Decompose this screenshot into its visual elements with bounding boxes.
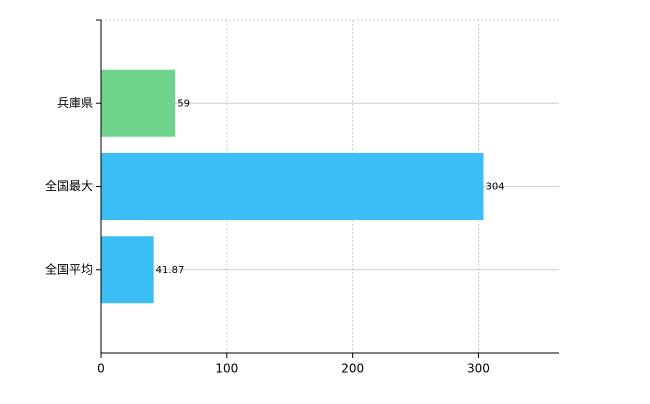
y-tick-label: 全国最大 — [45, 178, 93, 193]
x-tick-label: 200 — [341, 362, 364, 376]
x-tick-label: 100 — [215, 362, 238, 376]
bar — [101, 153, 484, 220]
y-tick-label: 全国平均 — [45, 261, 93, 276]
bar — [101, 236, 154, 304]
y-tick-label: 兵庫県 — [57, 96, 93, 110]
x-tick-label: 300 — [467, 362, 490, 376]
value-label: 304 — [486, 182, 505, 193]
x-tick-label: 0 — [97, 362, 105, 376]
value-label: 41.87 — [156, 265, 185, 276]
value-label: 59 — [177, 98, 190, 109]
bar — [101, 69, 176, 137]
